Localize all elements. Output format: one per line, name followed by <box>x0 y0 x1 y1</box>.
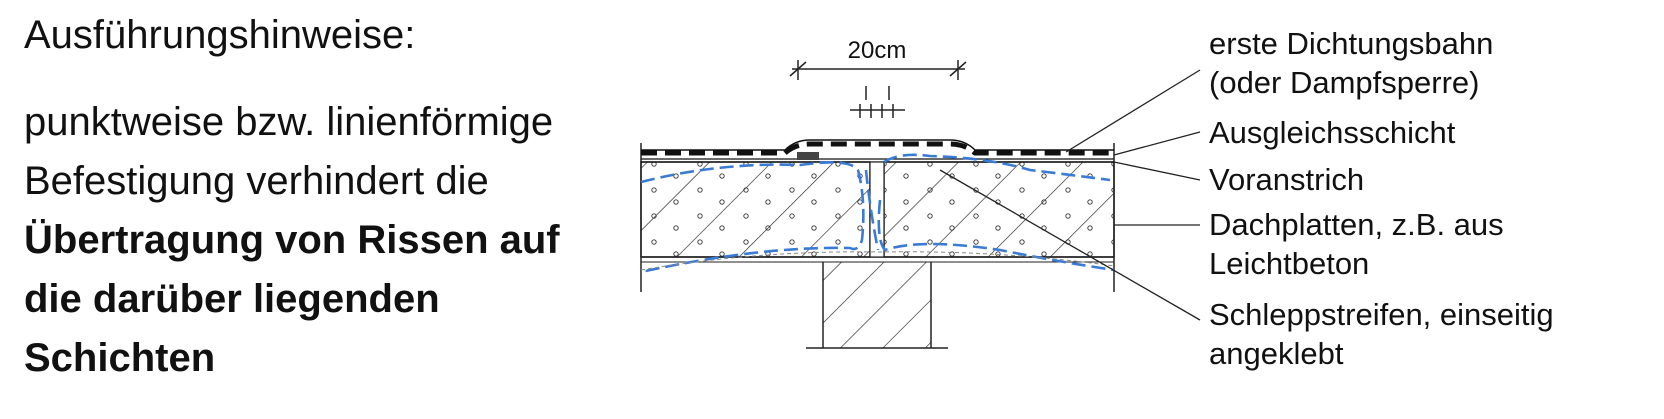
label-lightweight-concrete: Leichtbeton <box>1209 246 1370 281</box>
adhesive-patch <box>797 152 819 160</box>
body-line-bold: die darüber liegenden <box>24 277 440 321</box>
label-primer: Voranstrich <box>1209 162 1365 197</box>
label-leveling-layer: Ausgleichsschicht <box>1209 115 1456 150</box>
support-wall <box>806 262 948 349</box>
dimension-label: 20cm <box>848 37 907 64</box>
instructions-body: punktweise bzw. linienförmige Befestigun… <box>24 93 560 388</box>
body-line: punktweise bzw. linienförmige <box>24 100 554 144</box>
roof-slab-left <box>640 161 871 258</box>
label-first-membrane: erste Dichtungsbahn <box>1209 26 1494 61</box>
body-line: Befestigung verhindert die <box>24 159 489 203</box>
crack-lines <box>640 153 1115 274</box>
deflection-line <box>640 251 1115 271</box>
label-bonded-one-side: angeklebt <box>1209 336 1344 371</box>
leader-lines <box>939 69 1201 321</box>
membrane-layers <box>641 139 1114 163</box>
body-line-bold: Übertragung von Rissen auf <box>24 218 560 262</box>
label-drag-strip: Schleppstreifen, einseitig <box>1209 297 1554 332</box>
roof-slab-right <box>883 161 1115 258</box>
label-vapor-barrier: (oder Dampfsperre) <box>1209 65 1480 100</box>
instructions-heading: Ausführungshinweise: <box>24 13 416 57</box>
label-roof-slabs: Dachplatten, z.B. aus <box>1209 207 1504 242</box>
roof-section-drawing: 20cm <box>640 37 1201 349</box>
dimension-line <box>789 60 967 80</box>
joint-marker <box>850 86 905 118</box>
body-line-bold: Schichten <box>24 336 216 380</box>
